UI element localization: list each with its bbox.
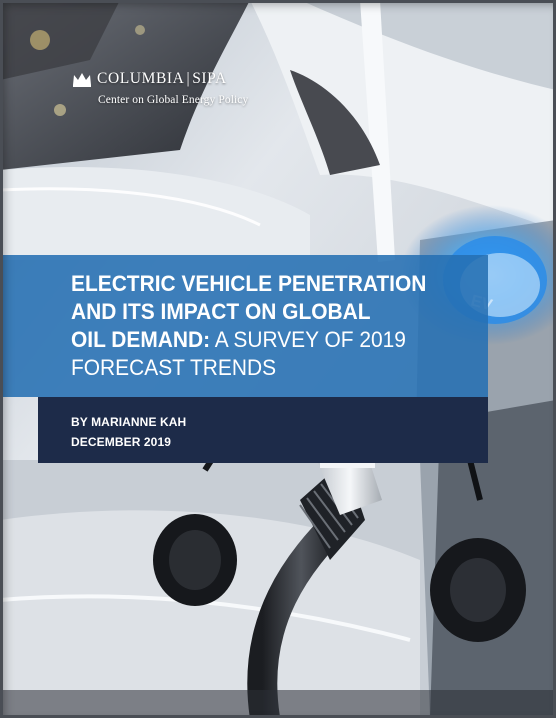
report-title: ELECTRIC VEHICLE PENETRATION AND ITS IMP…: [71, 270, 443, 382]
author-band: BY MARIANNE KAH DECEMBER 2019: [38, 397, 488, 463]
author-name: BY MARIANNE KAH: [71, 415, 187, 429]
title-line-3-light: A SURVEY OF 2019: [210, 327, 406, 352]
center-name: Center on Global Energy Policy: [98, 94, 249, 106]
title-line-3: OIL DEMAND: A SURVEY OF 2019: [71, 326, 443, 354]
title-line-4: FORECAST TRENDS: [71, 355, 277, 380]
title-line-2: AND ITS IMPACT ON GLOBAL: [71, 299, 371, 324]
brand-name: COLUMBIA | SIPA: [97, 70, 227, 88]
brand-sipa: SIPA: [192, 70, 227, 87]
title-line-1: ELECTRIC VEHICLE PENETRATION: [71, 271, 427, 296]
columbia-sipa-logo: COLUMBIA | SIPA Center on Global Energy Po…: [72, 70, 248, 106]
title-line-3-bold: OIL DEMAND:: [71, 327, 211, 352]
crown-icon: [73, 73, 91, 87]
brand-columbia: COLUMBIA: [97, 70, 185, 87]
publication-date: DECEMBER 2019: [71, 435, 172, 449]
brand-separator: |: [186, 70, 191, 87]
title-band: ELECTRIC VEHICLE PENETRATION AND ITS IMP…: [0, 255, 488, 397]
